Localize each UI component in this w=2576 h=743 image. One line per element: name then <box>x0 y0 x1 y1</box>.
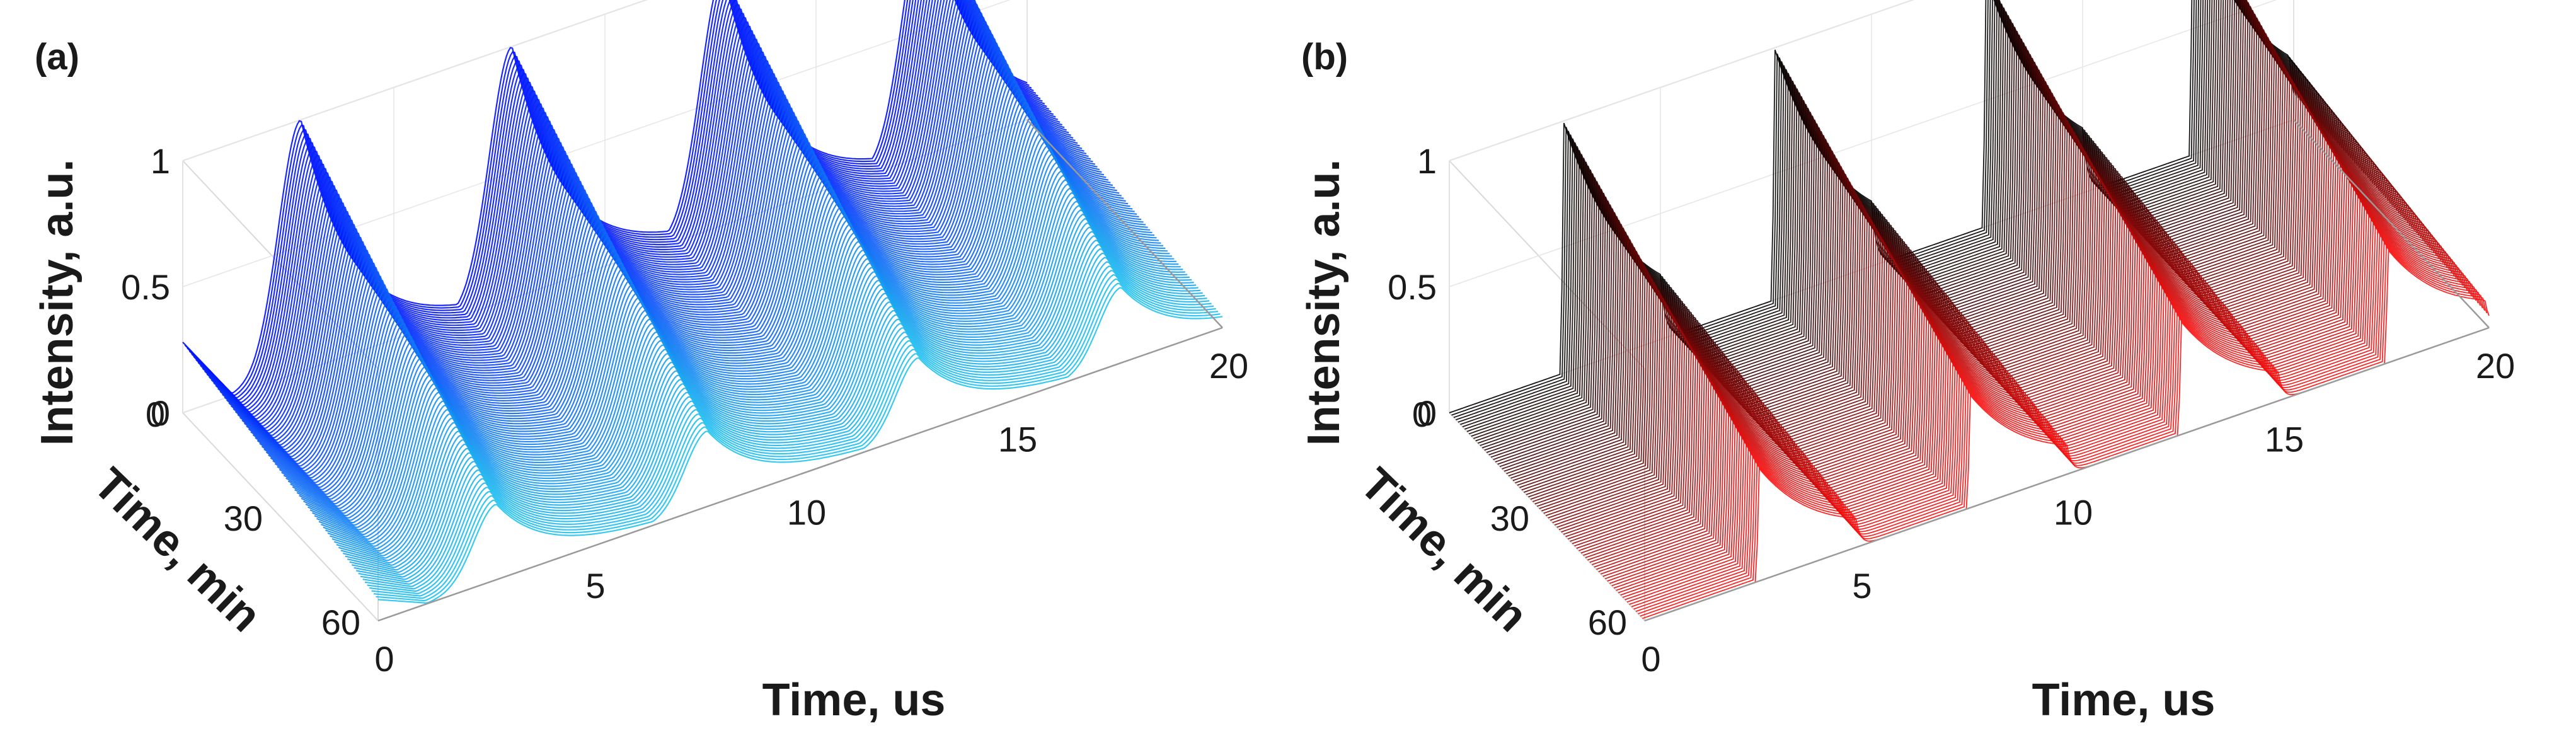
trace-line <box>358 248 1203 583</box>
trace-line <box>331 196 1176 555</box>
trace-line <box>1626 217 2472 603</box>
y-tick-label: 0 <box>1412 395 1432 434</box>
trace-line <box>1589 151 2435 563</box>
y-tick-label: 30 <box>224 498 263 538</box>
trace-line <box>345 222 1190 568</box>
panel-a-zlabel: Intensity, a.u. <box>32 159 83 446</box>
trace-line <box>360 252 1205 585</box>
trace-line <box>369 270 1214 594</box>
trace-line <box>336 205 1181 559</box>
trace-line <box>373 278 1219 599</box>
trace-line <box>1624 214 2470 601</box>
x-tick-label: 5 <box>585 566 605 606</box>
x-tick-label: 5 <box>1852 566 1872 606</box>
panel-b-label: (b) <box>1301 37 1348 78</box>
trace-line <box>1638 237 2483 614</box>
trace-line <box>206 0 1052 420</box>
trace-line <box>355 243 1201 580</box>
y-tick-label: 0 <box>146 395 165 434</box>
z-tick-label: 0 <box>1417 393 1437 433</box>
trace-line <box>1618 202 2464 594</box>
x-end-line <box>2293 119 2490 328</box>
z-tick-label: 0.5 <box>1388 267 1437 307</box>
trace-line <box>1633 229 2479 610</box>
trace-line <box>371 274 1216 597</box>
x-axis-line <box>377 326 1223 622</box>
trace-line <box>1613 194 2459 589</box>
x-tick-label: 15 <box>998 419 1037 459</box>
z-gridline <box>182 119 1028 413</box>
trace-line <box>1629 221 2475 605</box>
trace-line <box>1607 182 2452 582</box>
trace-line <box>1620 205 2466 596</box>
trace-line <box>347 226 1192 571</box>
trace-line <box>364 261 1210 590</box>
trace-line <box>1622 210 2468 598</box>
z-gridline <box>182 0 648 161</box>
trace-line <box>1587 147 2433 561</box>
y-tick-label: 60 <box>1588 602 1627 642</box>
trace-line <box>202 0 1047 415</box>
trace-line <box>367 265 1212 592</box>
trace-line <box>340 213 1185 564</box>
trace-line <box>351 235 1197 575</box>
trace-line <box>376 282 1221 602</box>
y-tick-label: 30 <box>1490 498 1529 538</box>
trace-line <box>1611 190 2457 587</box>
trace-line <box>377 287 1223 604</box>
trace-line <box>343 217 1188 566</box>
trace-line <box>1631 225 2476 608</box>
trace-line <box>349 231 1194 573</box>
trace-line <box>1598 167 2444 572</box>
trace-line <box>338 209 1183 562</box>
panel-b-traces <box>1449 0 2490 621</box>
panel-a-label: (a) <box>35 37 79 78</box>
trace-line <box>1601 171 2446 575</box>
trace-line <box>1616 198 2461 591</box>
z-gridline <box>1449 0 2277 287</box>
z-tick-label: 0 <box>151 393 170 433</box>
trace-line <box>1609 186 2455 584</box>
trace-line <box>333 200 1179 556</box>
trace-line <box>204 0 1050 417</box>
panel-a-traces <box>182 0 1223 604</box>
y-tick-label: 60 <box>321 602 360 642</box>
z-tick-label: 0.5 <box>121 267 170 307</box>
z-gridline <box>1449 0 1914 161</box>
x-tick-label: 20 <box>1209 346 1248 386</box>
x-tick-label: 15 <box>2265 419 2304 459</box>
trace-line <box>1642 245 2488 619</box>
trace-line <box>1596 163 2442 570</box>
x-end-line <box>1026 119 1223 328</box>
trace-line <box>1640 241 2485 617</box>
trace-line <box>362 256 1207 587</box>
panel-a-xlabel: Time, us <box>762 675 946 725</box>
x-tick-label: 10 <box>2054 493 2093 533</box>
z-tick-label: 1 <box>1417 141 1437 181</box>
trace-line <box>200 0 1045 413</box>
axes-box-edge <box>182 412 379 621</box>
axes-box-edge <box>182 160 379 369</box>
panel-b-xlabel: Time, us <box>2032 675 2216 725</box>
trace-line <box>209 0 1054 422</box>
trace-line <box>330 192 1175 552</box>
x-axis-line <box>1644 326 2490 622</box>
trace-line <box>1594 159 2439 568</box>
panel-b-ticks: 0 5 10 15 20 0 30 60 0 0.5 1 <box>1388 119 2515 679</box>
x-tick-label: 0 <box>1641 639 1660 679</box>
axes-box-edge <box>1449 160 1645 369</box>
x-tick-label: 0 <box>374 639 394 679</box>
panel-a-ticks: 0 5 10 15 20 0 30 60 0 0.5 1 <box>121 119 1248 679</box>
trace-line <box>354 239 1199 578</box>
x-tick-label: 20 <box>2476 346 2515 386</box>
z-tick-label: 1 <box>151 141 170 181</box>
panel-b-zlabel: Intensity, a.u. <box>1299 159 1349 446</box>
trace-line <box>1605 178 2451 580</box>
trace-line <box>1602 175 2448 577</box>
trace-line <box>1592 155 2437 565</box>
trace-line <box>1635 233 2481 613</box>
x-tick-label: 10 <box>787 493 826 533</box>
